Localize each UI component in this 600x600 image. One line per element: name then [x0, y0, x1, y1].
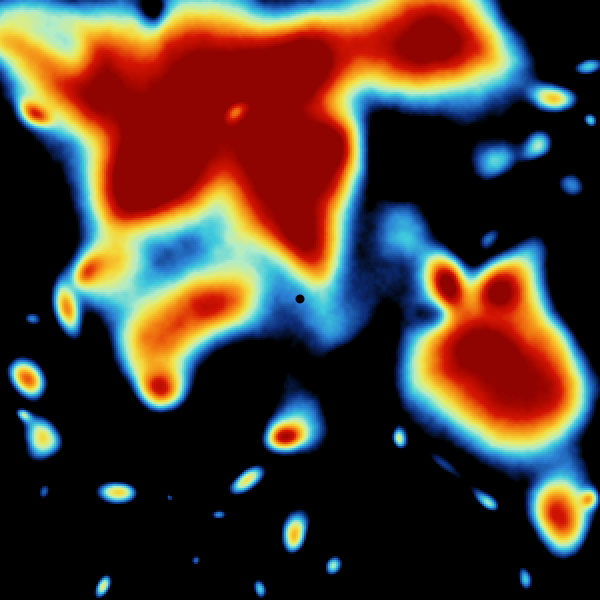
center-marker-dot: [295, 294, 305, 304]
